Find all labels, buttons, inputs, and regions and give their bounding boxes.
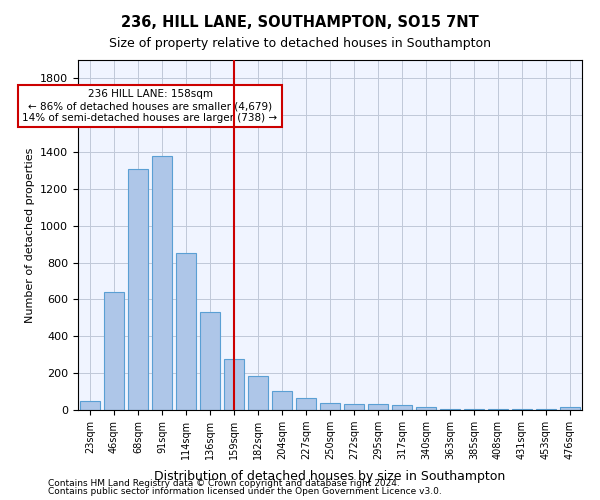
- Bar: [464, 409, 484, 410]
- Bar: [560, 407, 580, 410]
- Text: 236 HILL LANE: 158sqm
← 86% of detached houses are smaller (4,679)
14% of semi-d: 236 HILL LANE: 158sqm ← 86% of detached …: [22, 90, 278, 122]
- Bar: [392, 406, 412, 410]
- Bar: [80, 401, 100, 410]
- Bar: [176, 254, 196, 410]
- Bar: [200, 312, 220, 410]
- Bar: [368, 404, 388, 410]
- Bar: [320, 403, 340, 410]
- Y-axis label: Number of detached properties: Number of detached properties: [25, 148, 35, 322]
- Bar: [224, 360, 244, 410]
- Bar: [272, 390, 292, 410]
- Bar: [104, 292, 124, 410]
- Bar: [536, 409, 556, 410]
- Bar: [248, 376, 268, 410]
- X-axis label: Distribution of detached houses by size in Southampton: Distribution of detached houses by size …: [154, 470, 506, 484]
- Bar: [128, 168, 148, 410]
- Bar: [512, 409, 532, 410]
- Bar: [296, 398, 316, 410]
- Bar: [416, 407, 436, 410]
- Text: Size of property relative to detached houses in Southampton: Size of property relative to detached ho…: [109, 38, 491, 51]
- Bar: [152, 156, 172, 410]
- Text: 236, HILL LANE, SOUTHAMPTON, SO15 7NT: 236, HILL LANE, SOUTHAMPTON, SO15 7NT: [121, 15, 479, 30]
- Text: Contains HM Land Registry data © Crown copyright and database right 2024.: Contains HM Land Registry data © Crown c…: [48, 478, 400, 488]
- Bar: [488, 409, 508, 410]
- Text: Contains public sector information licensed under the Open Government Licence v3: Contains public sector information licen…: [48, 487, 442, 496]
- Bar: [344, 404, 364, 410]
- Bar: [440, 409, 460, 410]
